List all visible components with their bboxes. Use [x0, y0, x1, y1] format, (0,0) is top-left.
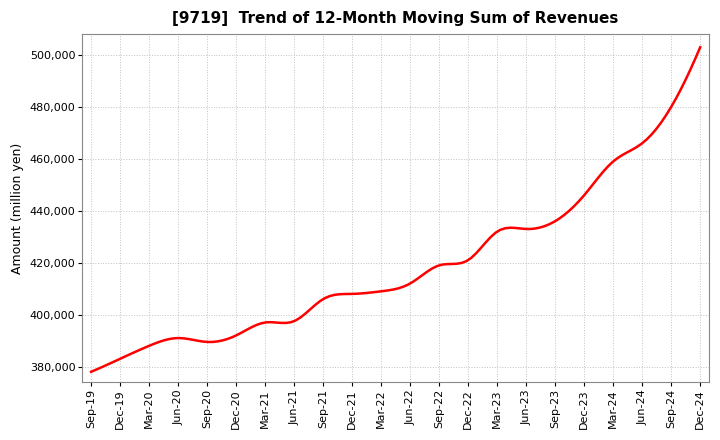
Title: [9719]  Trend of 12-Month Moving Sum of Revenues: [9719] Trend of 12-Month Moving Sum of R… — [172, 11, 618, 26]
Y-axis label: Amount (million yen): Amount (million yen) — [11, 143, 24, 274]
